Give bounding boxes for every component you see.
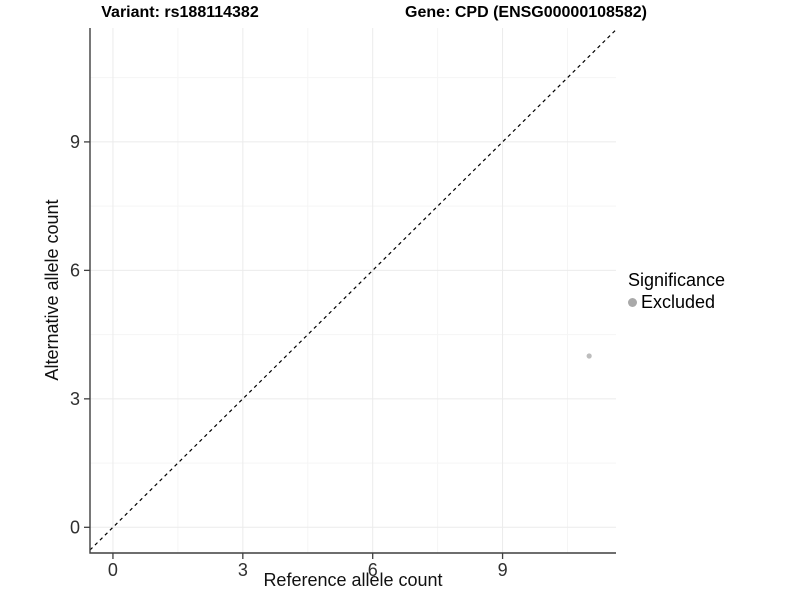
x-tick-label: 0	[108, 560, 118, 580]
identity-line	[89, 29, 617, 551]
variant-title: Variant: rs188114382	[101, 4, 259, 21]
legend-title: Significance	[628, 270, 726, 290]
legend-point-icon	[628, 298, 637, 307]
x-tick-label: 6	[368, 560, 378, 580]
x-axis-title: Reference allele count	[263, 570, 443, 590]
x-tick-label: 9	[498, 560, 508, 580]
y-tick-label: 9	[70, 132, 80, 152]
y-tick-label: 0	[70, 517, 80, 537]
y-tick-label: 3	[70, 389, 80, 409]
x-tick-label: 3	[238, 560, 248, 580]
y-tick-label: 6	[70, 260, 80, 280]
legend-item-excluded: Excluded	[628, 292, 725, 313]
legend: Significance Excluded	[628, 270, 725, 313]
axis-lines	[89, 28, 616, 554]
gene-title: Gene: CPD (ENSG00000108582)	[405, 4, 647, 21]
data-point	[586, 353, 592, 359]
y-axis-title: Alternative allele count	[42, 199, 62, 381]
legend-item-label: Excluded	[641, 292, 716, 312]
